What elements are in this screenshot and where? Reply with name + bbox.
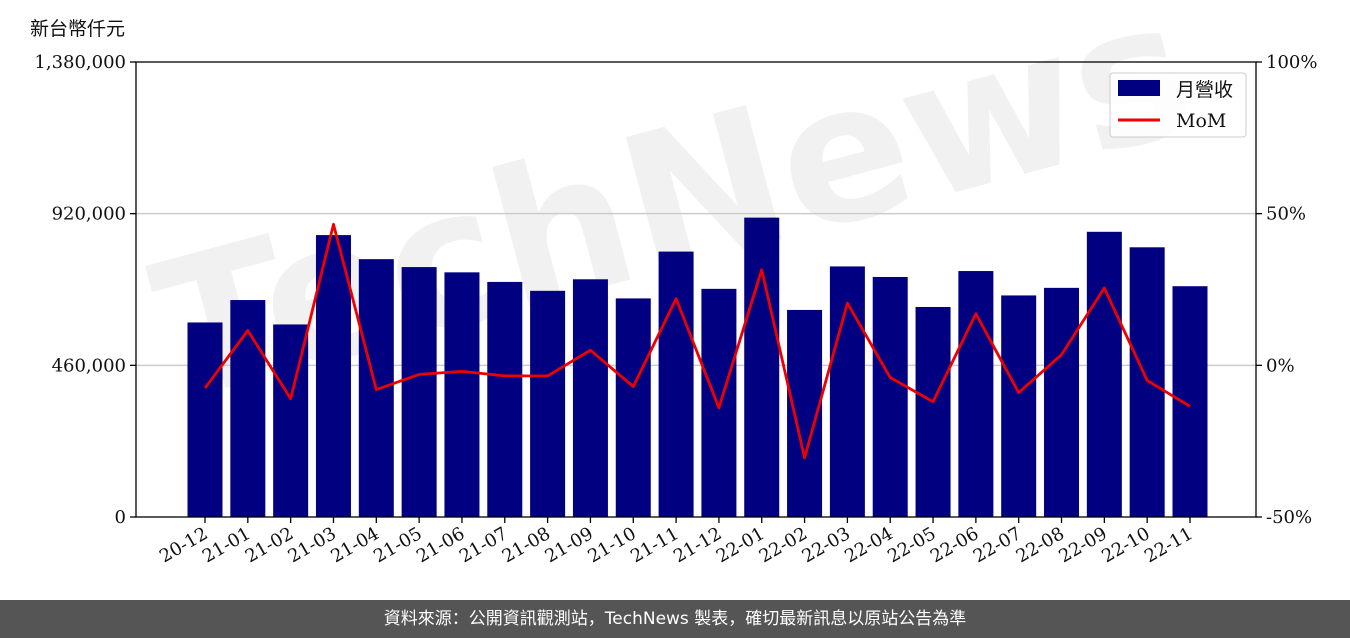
- plot-frame: [135, 61, 1257, 518]
- right-tick-label: -50%: [1266, 507, 1312, 528]
- bar-21-01: [230, 300, 266, 517]
- x-tick-label: 21-04: [327, 523, 382, 567]
- bar-21-06: [444, 272, 480, 517]
- bar-21-12: [701, 288, 737, 517]
- x-tick-label: 21-05: [370, 523, 425, 567]
- x-tick-label: 22-08: [1013, 523, 1068, 567]
- x-tick-label: 21-12: [670, 523, 725, 567]
- x-axis: 20-1221-0121-0221-0321-0421-0521-0621-07…: [156, 517, 1197, 567]
- x-tick-label: 22-04: [841, 523, 896, 567]
- x-tick-label: 21-07: [456, 523, 511, 567]
- x-tick-label: 21-03: [285, 523, 340, 567]
- bar-22-10: [1129, 247, 1165, 517]
- bar-22-06: [958, 271, 994, 517]
- bar-22-07: [1001, 295, 1037, 517]
- x-tick-label: 22-05: [884, 523, 939, 567]
- bar-22-05: [915, 306, 951, 517]
- bar-22-09: [1086, 231, 1122, 517]
- x-tick-label: 22-02: [756, 523, 811, 567]
- x-tick-label: 21-08: [499, 523, 554, 567]
- bar-21-08: [530, 290, 566, 517]
- x-tick-label: 21-06: [413, 523, 468, 567]
- right-y-axis: -50% 0% 50% 100%: [1256, 52, 1317, 528]
- left-y-axis: 0 460,000 920,000 1,380,000: [34, 52, 136, 528]
- bar-series: [187, 217, 1208, 518]
- left-tick-label: 460,000: [52, 355, 126, 376]
- bar-22-04: [872, 276, 908, 517]
- x-tick-label: 21-02: [242, 523, 297, 567]
- bar-21-11: [658, 251, 694, 518]
- right-tick-label: 0%: [1266, 355, 1295, 376]
- legend-bar-swatch: [1118, 80, 1160, 96]
- left-tick-label: 0: [115, 507, 126, 528]
- mom-line-series: [203, 222, 1191, 460]
- x-tick-label: 22-09: [1055, 523, 1110, 567]
- right-tick-label: 50%: [1266, 204, 1306, 225]
- bar-21-09: [572, 279, 608, 517]
- x-tick-label: 22-03: [798, 523, 853, 567]
- source-footer: 資料來源：公開資訊觀測站，TechNews 製表，確切最新訊息以原站公告為準: [0, 600, 1350, 638]
- bar-21-07: [487, 281, 523, 517]
- x-tick-label: 22-10: [1098, 523, 1153, 567]
- x-tick-label: 22-06: [927, 523, 982, 567]
- x-tick-label: 21-10: [584, 523, 639, 567]
- x-tick-label: 21-11: [627, 523, 682, 567]
- bar-21-10: [615, 298, 651, 517]
- x-tick-label: 22-07: [970, 523, 1025, 567]
- left-tick-label: 1,380,000: [34, 52, 126, 73]
- legend: 月營收 MoM: [1109, 72, 1247, 138]
- bar-21-03: [315, 235, 351, 517]
- x-tick-label: 22-11: [1141, 523, 1196, 567]
- legend-bar-label: 月營收: [1176, 79, 1233, 101]
- x-tick-label: 21-09: [541, 523, 596, 567]
- bar-20-12: [187, 322, 223, 517]
- y-axis-unit-label: 新台幣仟元: [30, 18, 126, 40]
- mom-line: [203, 222, 1191, 460]
- legend-line-label: MoM: [1176, 110, 1226, 132]
- x-tick-label: 21-01: [199, 523, 254, 567]
- bar-22-08: [1044, 287, 1080, 517]
- bar-21-05: [401, 267, 437, 517]
- x-tick-label: 22-01: [713, 523, 768, 567]
- bar-22-01: [744, 217, 780, 518]
- right-tick-label: 100%: [1266, 52, 1317, 73]
- bar-22-11: [1172, 286, 1208, 517]
- left-tick-label: 920,000: [52, 204, 126, 225]
- x-tick-label: 20-12: [156, 523, 211, 567]
